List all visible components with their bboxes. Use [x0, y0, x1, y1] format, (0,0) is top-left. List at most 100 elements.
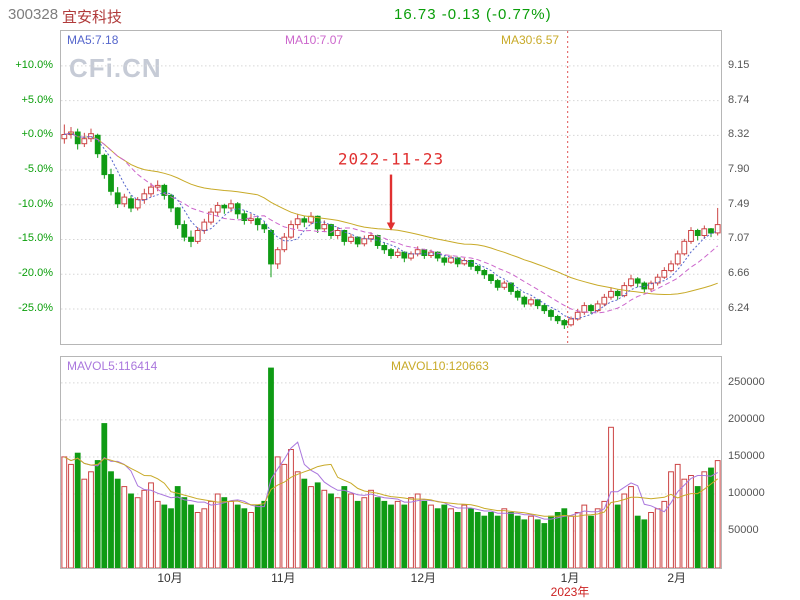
candle-body [121, 196, 128, 205]
main-chart-panel[interactable]: CFi.CN 2022-11-23 MA5:7.18 MA10:7.07 MA3… [60, 30, 722, 345]
volume-bar [394, 500, 401, 568]
candle-body [81, 138, 88, 145]
price-axis-label: 6.24 [728, 301, 750, 314]
candle-body [634, 278, 641, 284]
candle-body [421, 249, 428, 256]
volume-bar [374, 497, 381, 568]
volume-bar [448, 508, 454, 568]
candle-body [581, 305, 588, 313]
ma10-line [64, 132, 719, 314]
mavol5-line [64, 441, 718, 520]
candle-body [168, 194, 174, 209]
candle-body [681, 240, 688, 255]
volume-bar [261, 500, 268, 568]
volume-bar [594, 508, 601, 568]
volume-bar [134, 497, 141, 568]
candle-body [348, 236, 354, 242]
mavol10-line [64, 456, 719, 517]
right-axis: 9.15 8.74 8.32 7.90 7.49 7.07 6.66 6.24 250000 20… [726, 0, 798, 600]
candle-body [301, 218, 308, 223]
volume-bar [128, 493, 134, 568]
candle-body [141, 193, 148, 201]
volume-bar [108, 471, 114, 568]
volume-chart[interactable] [61, 357, 721, 568]
volume-bar [148, 482, 154, 568]
volume-panel[interactable]: MAVOL5:116414 MAVOL10:120663 [60, 356, 722, 569]
candle-body [288, 224, 294, 238]
candle-body [254, 218, 261, 226]
volume-bar [221, 497, 228, 568]
volume-axis-label: 200000 [728, 412, 765, 425]
ma5-line [64, 132, 718, 320]
volume-bar [214, 493, 221, 568]
volume-bar [581, 504, 588, 568]
volume-bar [408, 497, 414, 568]
volume-bar [654, 508, 661, 568]
candle-body [454, 257, 461, 265]
candle-body [194, 230, 201, 242]
volume-bar [561, 508, 568, 568]
volume-bar [488, 512, 494, 568]
percent-axis-label: -10.0% [18, 197, 53, 210]
candle-body [661, 270, 668, 278]
volume-bar [474, 512, 481, 568]
ma10-label: MA10:7.07 [285, 33, 344, 47]
candle-body [481, 270, 488, 276]
percent-axis-label: -15.0% [18, 232, 53, 245]
volume-bar [321, 489, 328, 568]
volume-bar [268, 367, 274, 568]
candle-body [328, 224, 334, 237]
candle-body [628, 278, 634, 287]
candle-body [374, 235, 381, 246]
volume-bar [688, 475, 694, 568]
volume-bar [294, 471, 301, 568]
volume-bar [608, 426, 614, 568]
volume-bar [181, 497, 188, 568]
volume-bar [574, 512, 581, 568]
volume-bar [68, 463, 74, 568]
volume-bar [201, 508, 208, 568]
volume-bar [554, 512, 561, 568]
candle-body [274, 249, 281, 265]
volume-bar [714, 460, 721, 568]
volume-bar [274, 456, 281, 568]
candle-body [614, 290, 621, 297]
volume-bar [694, 486, 701, 568]
volume-bar [141, 489, 148, 568]
candle-body [568, 318, 574, 326]
candle-body [588, 305, 594, 312]
volume-bar [528, 515, 534, 568]
stock-name[interactable]: 宜安科技 [62, 9, 123, 26]
ma5-label: MA5:7.18 [67, 33, 119, 47]
percent-axis-label: -20.0% [18, 267, 53, 280]
price-axis-label: 6.66 [728, 267, 750, 280]
candlestick-chart[interactable]: 2022-11-23 [61, 31, 721, 344]
price-axis-label: 8.74 [728, 93, 750, 106]
x-axis: 10月 11月 12月 1月 2月 2023年 [0, 569, 800, 599]
candle-body [401, 251, 408, 259]
candle-body [488, 274, 494, 281]
volume-bar [434, 508, 441, 568]
candle-body [554, 316, 561, 322]
volume-bar [354, 500, 361, 568]
candle-body [94, 134, 101, 155]
stock-code: 300328 [8, 6, 59, 23]
volume-bar [668, 471, 674, 568]
volume-bar [228, 500, 234, 568]
price-axis-label: 7.49 [728, 197, 750, 210]
price-axis-label: 7.07 [728, 232, 750, 245]
volume-bar [494, 515, 501, 568]
month-label: 2月 [667, 571, 686, 585]
watermark-logo: CFi.CN [69, 53, 162, 83]
volume-bar [414, 493, 421, 568]
candle-body [388, 249, 394, 256]
candle-body [221, 204, 228, 209]
volume-bar [301, 478, 308, 568]
volume-bar [388, 504, 394, 568]
percent-axis-label: +10.0% [15, 58, 53, 71]
candle-body [321, 224, 328, 230]
candle-body [174, 207, 181, 226]
volume-bar [314, 482, 321, 568]
volume-bar [508, 512, 514, 568]
